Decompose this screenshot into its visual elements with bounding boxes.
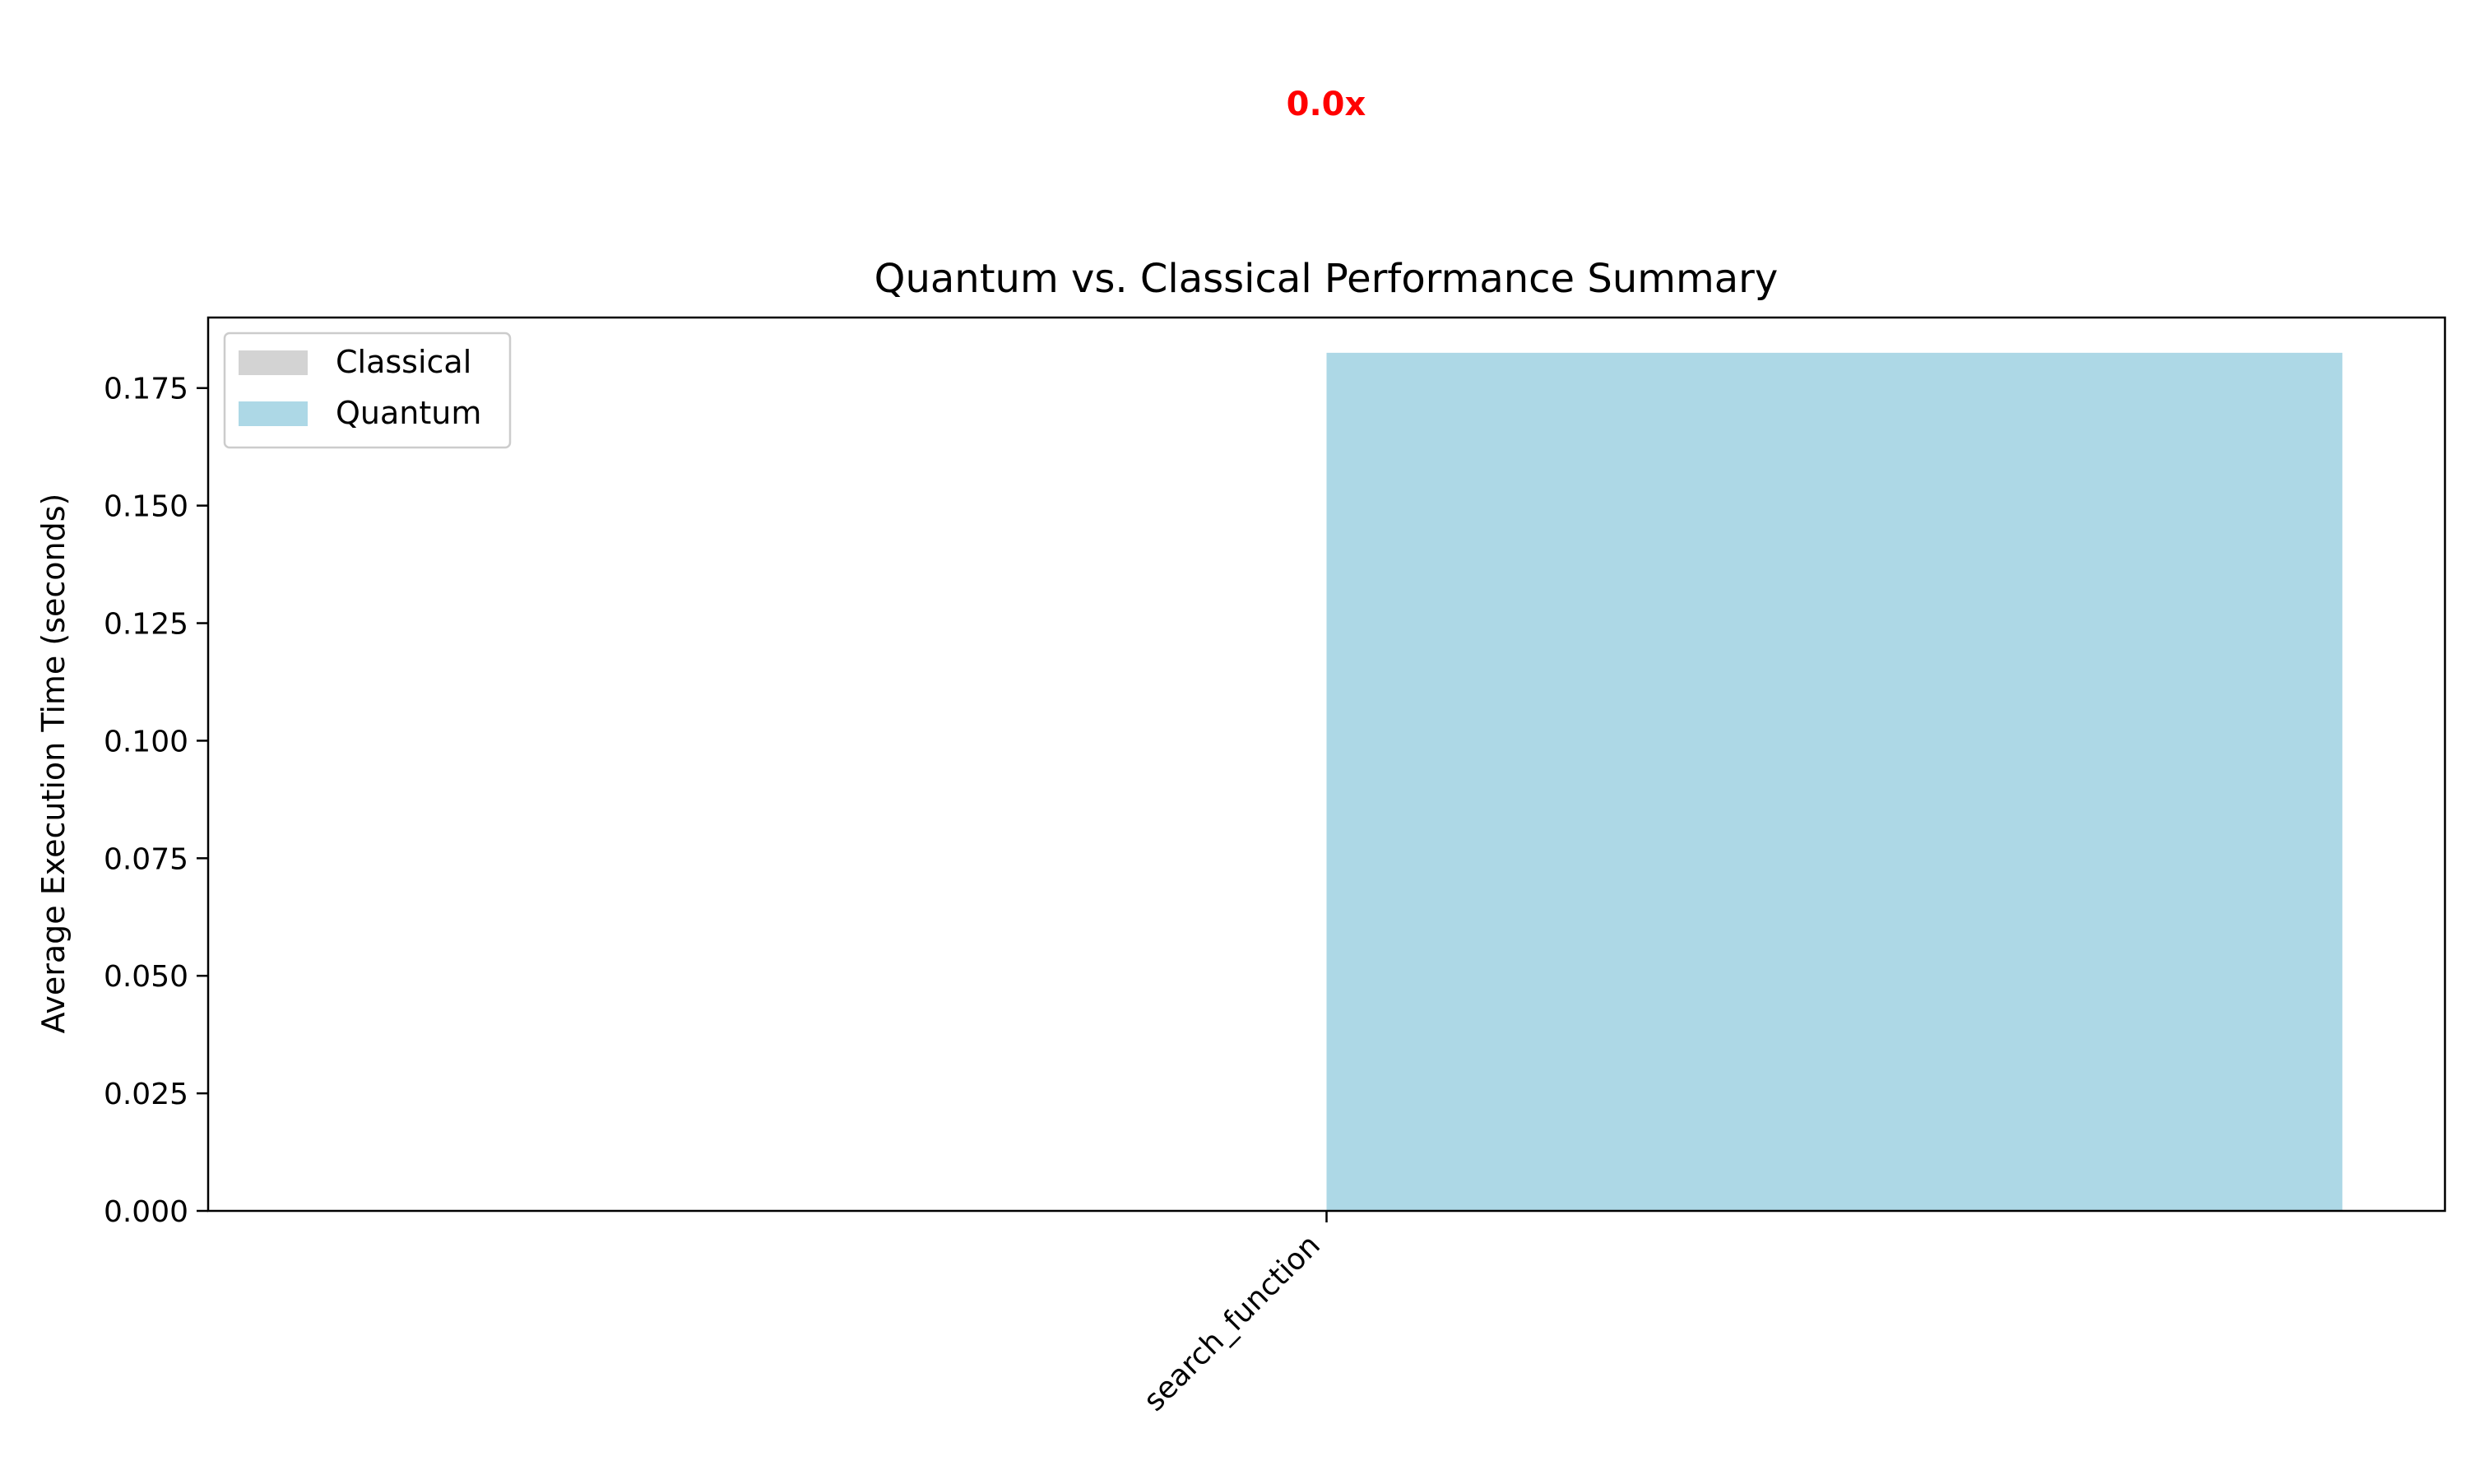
x-axis-ticks: search_function	[1138, 1211, 1328, 1418]
y-tick-label: 0.050	[104, 960, 188, 994]
y-axis-ticks: 0.000 0.025 0.050 0.075 0.100 0.125 0.150 0.175	[104, 373, 208, 1229]
chart-title: Quantum vs. Classical Performance Summar…	[874, 256, 1779, 302]
legend-label-quantum: Quantum	[336, 395, 481, 431]
legend: Classical Quantum	[223, 332, 512, 449]
speedup-annotation: 0.0x	[1287, 86, 1366, 123]
legend-swatch-classical	[239, 350, 308, 375]
plot-frame	[206, 316, 2447, 1213]
y-tick-label: 0.000	[104, 1195, 188, 1229]
y-tick-label: 0.100	[104, 725, 188, 758]
y-tick-label: 0.150	[104, 490, 188, 524]
bars-layer	[1326, 352, 2343, 1211]
y-tick-label: 0.025	[104, 1078, 188, 1111]
legend-swatch-quantum	[239, 401, 308, 426]
y-tick-label: 0.075	[104, 842, 188, 876]
y-axis-label: Average Execution Time (seconds)	[35, 494, 72, 1034]
y-tick-label: 0.125	[104, 608, 188, 642]
legend-label-classical: Classical	[336, 344, 471, 380]
bar-quantum-search_function	[1326, 352, 2343, 1211]
x-tick-label: search_function	[1138, 1228, 1327, 1417]
y-tick-label: 0.175	[104, 373, 188, 406]
